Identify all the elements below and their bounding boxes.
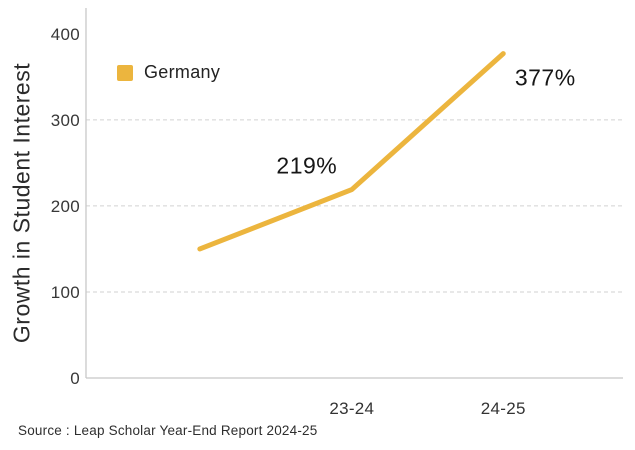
legend-label-germany: Germany	[144, 62, 221, 82]
legend-swatch-germany	[117, 64, 133, 81]
y-tick-label-300: 300	[50, 110, 80, 130]
y-tick-label-400: 400	[50, 24, 80, 44]
x-tick-label-23-24: 23-24	[329, 399, 375, 418]
source-note: Source : Leap Scholar Year-End Report 20…	[18, 423, 318, 438]
legend: Germany	[117, 62, 220, 83]
y-tick-label-0: 0	[70, 369, 80, 388]
y-tick-label-200: 200	[50, 196, 80, 216]
y-tick-label-100: 100	[50, 282, 80, 302]
series-line-germany	[197, 51, 506, 252]
x-tick-label-24-25: 24-25	[480, 399, 526, 418]
data-point-label-219pct: 219%	[276, 152, 338, 179]
data-point-label-377pct: 377%	[514, 64, 576, 91]
